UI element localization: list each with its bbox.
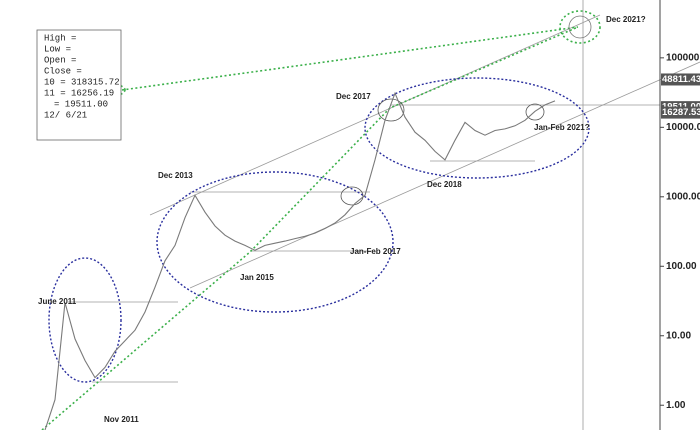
- y-tick-label: 100000.: [666, 52, 700, 63]
- upper-channel: [149, 14, 601, 216]
- highlight-circle: [568, 15, 592, 39]
- cycle-ellipses: [48, 77, 590, 383]
- y-tick-label: 1000.00: [666, 191, 700, 202]
- info-line: Low =: [44, 44, 71, 54]
- info-line: = 19511.00: [54, 99, 108, 109]
- y-tick-label: 10000.0: [666, 122, 700, 133]
- marker-circle: [525, 103, 545, 121]
- lower-channel: [189, 61, 700, 289]
- info-line: Open =: [44, 55, 76, 65]
- marker-circles: [340, 98, 545, 206]
- info-line: High =: [44, 33, 76, 43]
- price-line: [44, 91, 556, 431]
- annotation: Jan 2015: [240, 273, 274, 282]
- marker-circle: [377, 98, 405, 122]
- annotation: Jan-Feb 2021?: [534, 123, 590, 132]
- y-tick-label: 10.00: [666, 330, 691, 341]
- price-tag: [661, 106, 700, 119]
- price-tag-label: 16287.53: [662, 107, 700, 118]
- marker-circle: [340, 186, 364, 206]
- info-line: 11 = 16256.19: [44, 88, 114, 98]
- annotation: June 2011: [38, 297, 77, 306]
- green-projections: [41, 10, 601, 431]
- info-line: 12/ 6/21: [44, 110, 87, 120]
- info-panel: [36, 29, 122, 141]
- cycle-ellipse: [48, 257, 122, 383]
- price-tag: [661, 73, 700, 86]
- annotation: Dec 2013: [158, 171, 193, 180]
- projection-line: [41, 26, 579, 431]
- y-tick-label: 100.00: [666, 261, 697, 272]
- info-line: 10 = 318315.72: [44, 77, 120, 87]
- trend-lines: [68, 0, 700, 430]
- cycle-ellipse: [364, 77, 590, 179]
- annotation: Dec 2017: [336, 92, 371, 101]
- cycle-ellipse: [156, 171, 394, 313]
- info-line: Close =: [44, 66, 82, 76]
- projection-line: [121, 26, 579, 91]
- y-tick-label: 1.00: [666, 400, 686, 411]
- annotation: Dec 2018: [427, 180, 462, 189]
- price-tag-label: 48811.43: [662, 74, 700, 85]
- annotation: Dec 2021?: [606, 15, 646, 24]
- highlight-ellipse: [559, 10, 601, 44]
- annotation: Nov 2011: [104, 415, 139, 424]
- annotation: Jan-Feb 2017: [350, 247, 401, 256]
